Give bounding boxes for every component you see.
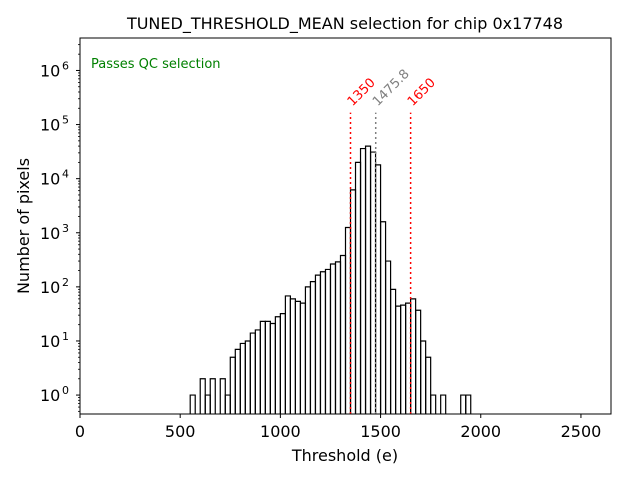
x-tick-label: 0 (75, 422, 85, 441)
histogram-bar (440, 394, 447, 414)
x-tick-label: 2500 (561, 422, 602, 441)
y-tick-exponent: 2 (62, 276, 69, 289)
x-tick-label: 500 (165, 422, 196, 441)
qc-status-text: Passes QC selection (91, 57, 221, 72)
y-tick-exponent: 6 (62, 59, 69, 72)
y-tick-label: 10 (40, 332, 60, 351)
histogram-bar (189, 394, 196, 414)
y-tick-exponent: 0 (62, 384, 69, 397)
y-tick-label: 10 (40, 278, 60, 297)
histogram-bar (465, 394, 472, 414)
x-tick-label: 1500 (360, 422, 401, 441)
y-tick-label: 10 (40, 224, 60, 243)
y-tick-exponent: 4 (62, 168, 69, 181)
y-tick-label: 10 (40, 116, 60, 135)
histogram-bar (425, 356, 432, 414)
y-tick-label: 10 (40, 386, 60, 405)
histogram-bar (430, 394, 437, 414)
y-axis-label: Number of pixels (14, 158, 33, 294)
y-tick-exponent: 5 (62, 114, 69, 127)
x-tick-label: 1000 (260, 422, 301, 441)
y-tick-label: 10 (40, 61, 60, 80)
y-tick-label: 10 (40, 170, 60, 189)
plot-frame (79, 37, 612, 415)
chart-title: TUNED_THRESHOLD_MEAN selection for chip … (126, 14, 563, 34)
histogram-bar (209, 378, 216, 414)
x-axis-label: Threshold (e) (291, 446, 398, 465)
x-tick-label: 2000 (460, 422, 501, 441)
y-tick-exponent: 3 (62, 222, 69, 235)
y-tick-exponent: 1 (62, 330, 69, 343)
